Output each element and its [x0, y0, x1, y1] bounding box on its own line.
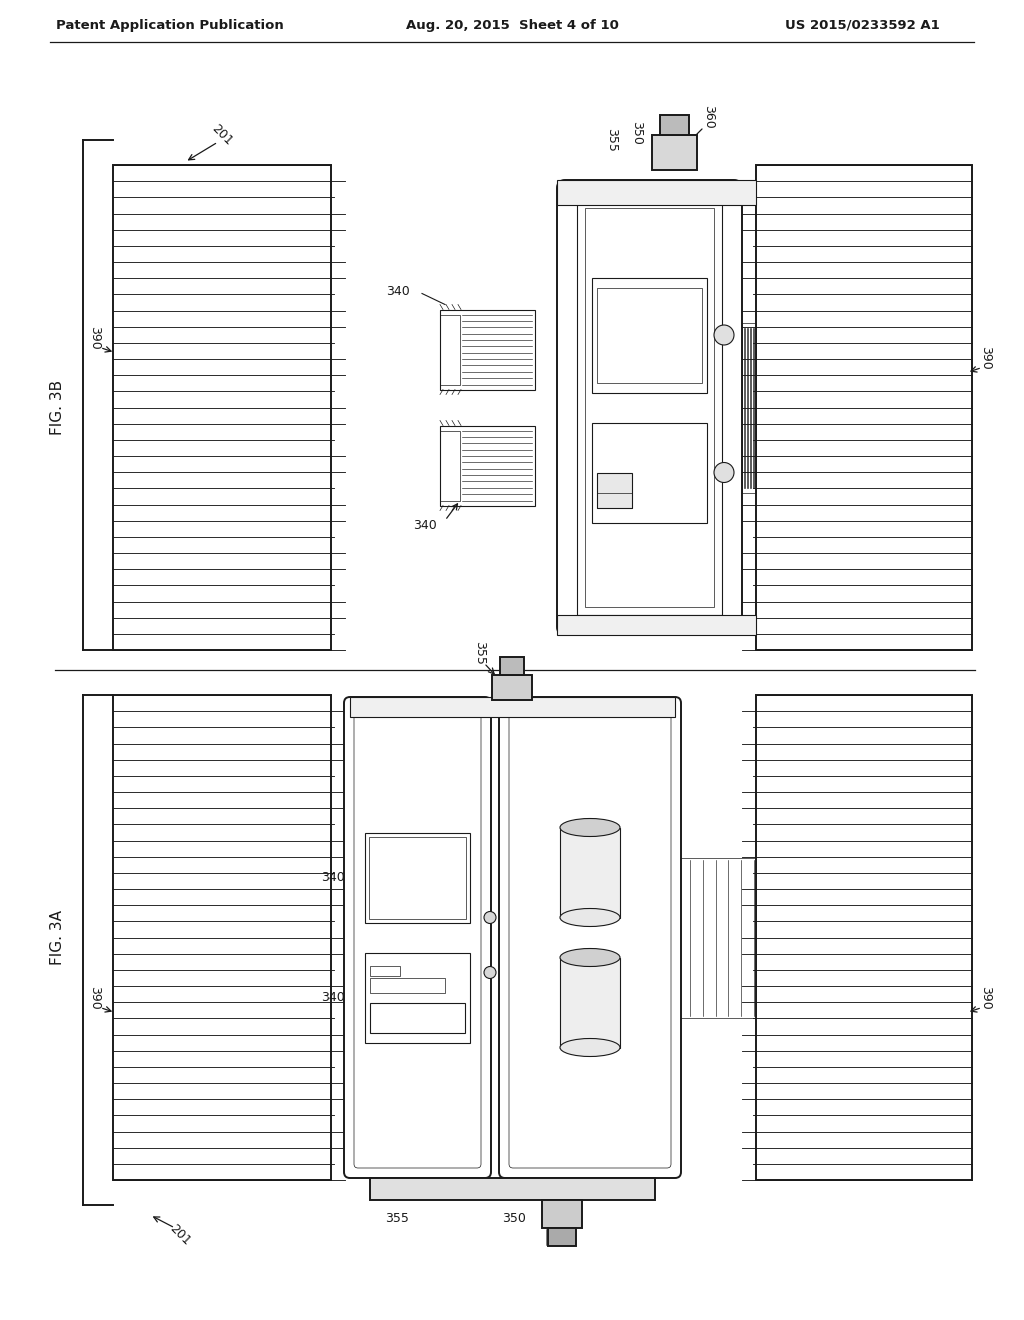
- Text: 390: 390: [88, 326, 101, 350]
- FancyBboxPatch shape: [557, 180, 742, 635]
- Bar: [597, 473, 632, 507]
- Text: 355: 355: [473, 642, 486, 665]
- Bar: [369, 837, 466, 919]
- FancyBboxPatch shape: [499, 697, 681, 1177]
- Bar: [597, 492, 632, 507]
- Bar: [742, 322, 756, 492]
- Bar: [542, 1200, 582, 1228]
- Ellipse shape: [560, 1039, 620, 1056]
- Circle shape: [484, 912, 496, 924]
- Text: Patent Application Publication: Patent Application Publication: [56, 18, 284, 32]
- Bar: [365, 953, 470, 1043]
- Text: 340: 340: [322, 871, 345, 884]
- Ellipse shape: [560, 949, 620, 966]
- Bar: [652, 135, 697, 170]
- Bar: [675, 858, 756, 1018]
- Text: 345: 345: [415, 1020, 439, 1034]
- Text: 201: 201: [209, 121, 234, 148]
- Text: 390: 390: [980, 986, 992, 1010]
- Circle shape: [714, 325, 734, 345]
- Text: 355: 355: [605, 128, 618, 152]
- Circle shape: [484, 966, 496, 978]
- Text: 201: 201: [167, 1222, 193, 1247]
- Ellipse shape: [560, 818, 620, 837]
- Bar: [113, 165, 331, 649]
- FancyBboxPatch shape: [344, 697, 490, 1177]
- Bar: [660, 115, 689, 135]
- Bar: [557, 615, 756, 635]
- Text: 350: 350: [631, 121, 643, 145]
- Bar: [370, 1002, 465, 1032]
- Bar: [370, 1177, 655, 1200]
- Bar: [557, 180, 756, 205]
- Bar: [113, 696, 331, 1180]
- Bar: [577, 201, 722, 615]
- Text: FIG. 3B: FIG. 3B: [49, 380, 65, 436]
- Bar: [592, 422, 707, 523]
- Bar: [756, 165, 972, 649]
- Bar: [440, 309, 535, 389]
- Bar: [597, 288, 702, 383]
- Bar: [548, 1228, 575, 1246]
- Text: 360: 360: [702, 106, 716, 129]
- Text: 340: 340: [322, 991, 345, 1005]
- Bar: [370, 965, 400, 975]
- Text: US 2015/0233592 A1: US 2015/0233592 A1: [784, 18, 939, 32]
- Text: 390: 390: [980, 346, 992, 370]
- Circle shape: [714, 462, 734, 483]
- Bar: [492, 675, 532, 700]
- Bar: [440, 430, 460, 500]
- Bar: [756, 696, 972, 1180]
- Bar: [592, 277, 707, 392]
- Ellipse shape: [560, 908, 620, 927]
- Bar: [440, 425, 535, 506]
- Text: Aug. 20, 2015  Sheet 4 of 10: Aug. 20, 2015 Sheet 4 of 10: [406, 18, 618, 32]
- Bar: [370, 978, 445, 993]
- Text: FIG. 3A: FIG. 3A: [49, 909, 65, 965]
- Text: 350: 350: [502, 1212, 526, 1225]
- Bar: [365, 833, 470, 923]
- Bar: [500, 657, 524, 675]
- Text: 355: 355: [385, 1212, 409, 1225]
- Bar: [560, 828, 620, 917]
- Text: 355: 355: [657, 486, 681, 499]
- Text: 340: 340: [386, 285, 410, 298]
- Text: 390: 390: [88, 986, 101, 1010]
- Bar: [560, 957, 620, 1048]
- Text: 360: 360: [550, 1225, 573, 1238]
- Text: 345: 345: [595, 329, 618, 342]
- Bar: [440, 314, 460, 384]
- Text: 340: 340: [413, 519, 437, 532]
- Bar: [350, 697, 675, 717]
- Bar: [585, 209, 714, 607]
